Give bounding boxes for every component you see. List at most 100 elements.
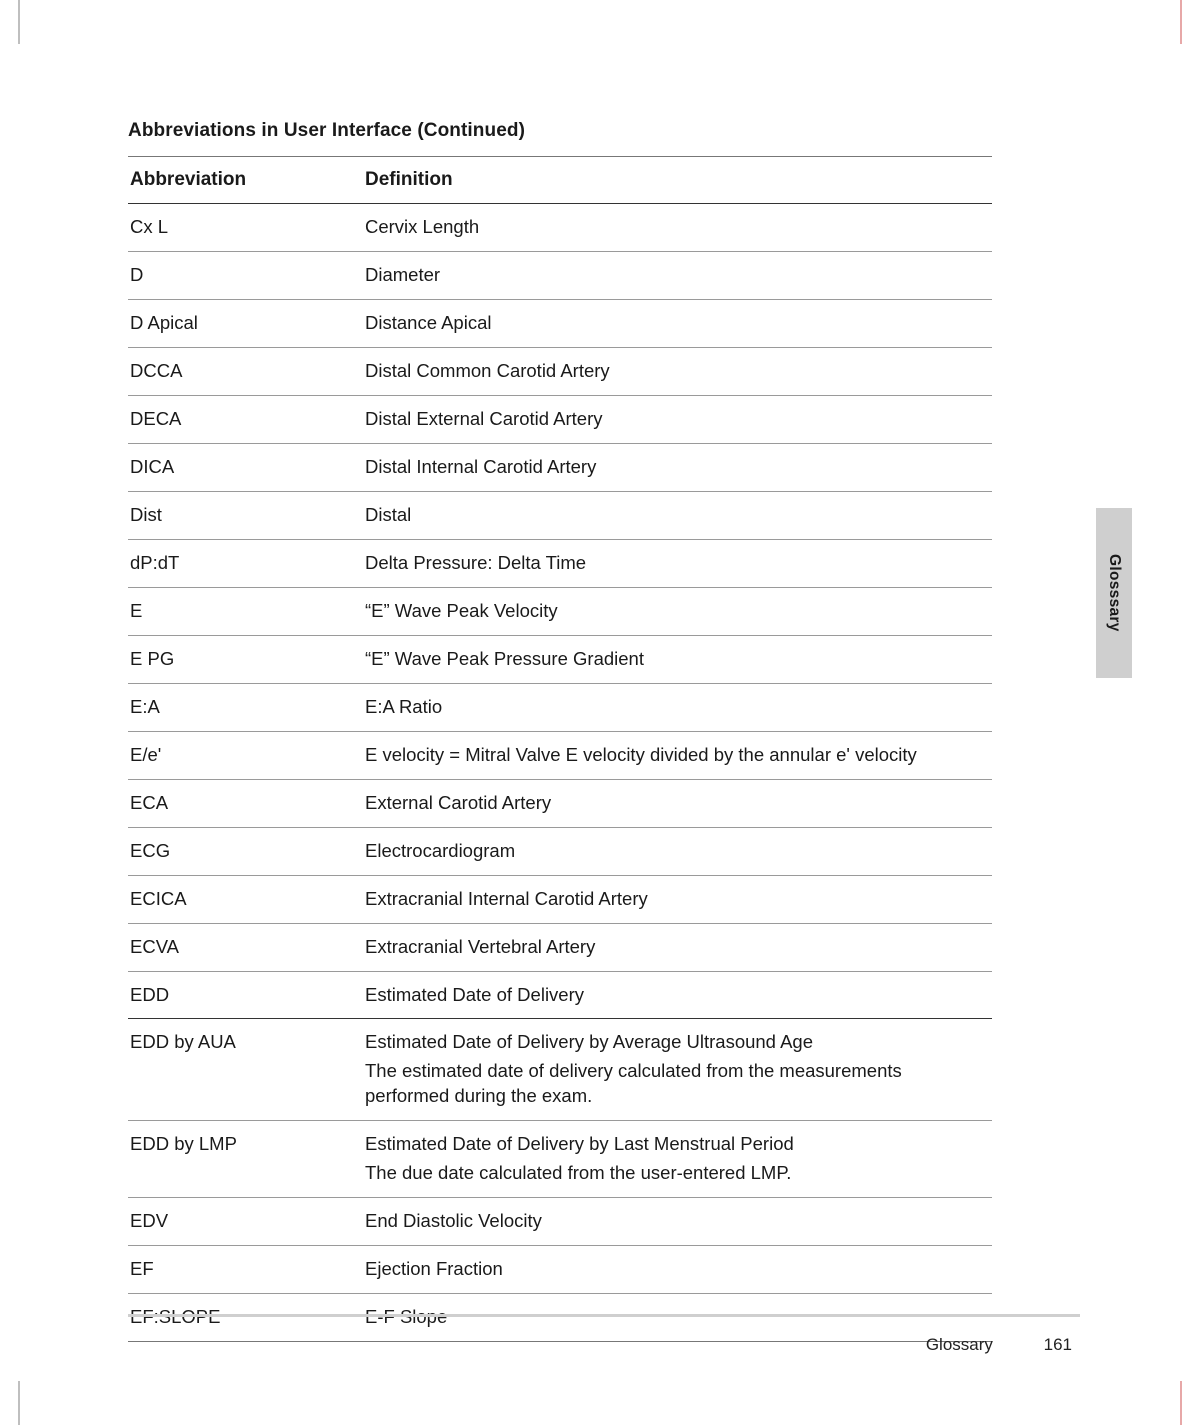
footer-section: Glossary	[926, 1335, 993, 1354]
cell-abbreviation: DICA	[128, 443, 363, 491]
cell-abbreviation: EF:SLOPE	[128, 1294, 363, 1342]
table-row: DECADistal External Carotid Artery	[128, 395, 992, 443]
table-row: EDD by LMPEstimated Date of Delivery by …	[128, 1121, 992, 1198]
definition-text: Ejection Fraction	[365, 1258, 503, 1279]
cell-abbreviation: DCCA	[128, 347, 363, 395]
cell-abbreviation: E/e'	[128, 731, 363, 779]
abbreviations-table: Abbreviation Definition Cx LCervix Lengt…	[128, 156, 992, 1342]
table-row: E:AE:A Ratio	[128, 683, 992, 731]
table-row: E PG“E” Wave Peak Pressure Gradient	[128, 635, 992, 683]
definition-text: Estimated Date of Delivery by Last Menst…	[365, 1133, 794, 1154]
definition-text: External Carotid Artery	[365, 792, 551, 813]
cell-abbreviation: E	[128, 587, 363, 635]
definition-subtext: The estimated date of delivery calculate…	[365, 1059, 986, 1109]
definition-subtext: The due date calculated from the user-en…	[365, 1161, 986, 1186]
side-tab: Glosssary	[1096, 508, 1132, 678]
content-area: Abbreviations in User Interface (Continu…	[128, 120, 992, 1342]
cell-definition: Estimated Date of Delivery by Last Menst…	[363, 1121, 992, 1198]
definition-text: Distal External Carotid Artery	[365, 408, 603, 429]
table-row: EDDEstimated Date of Delivery	[128, 971, 992, 1019]
cell-definition: E-F Slope	[363, 1294, 992, 1342]
definition-text: Distal Common Carotid Artery	[365, 360, 610, 381]
definition-text: Delta Pressure: Delta Time	[365, 552, 586, 573]
cell-definition: Estimated Date of Delivery	[363, 971, 992, 1019]
cell-abbreviation: ECA	[128, 779, 363, 827]
crop-mark	[18, 0, 20, 44]
cell-definition: Estimated Date of Delivery by Average Ul…	[363, 1019, 992, 1121]
definition-text: E velocity = Mitral Valve E velocity div…	[365, 744, 917, 765]
cell-definition: Electrocardiogram	[363, 827, 992, 875]
cell-definition: Distal External Carotid Artery	[363, 395, 992, 443]
table-row: EFEjection Fraction	[128, 1246, 992, 1294]
definition-text: Estimated Date of Delivery	[365, 984, 584, 1005]
side-tab-label: Glosssary	[1105, 554, 1123, 632]
table-row: ECAExternal Carotid Artery	[128, 779, 992, 827]
cell-abbreviation: EF	[128, 1246, 363, 1294]
page-footer: Glossary 161	[926, 1335, 1072, 1355]
definition-text: Extracranial Vertebral Artery	[365, 936, 595, 957]
table-row: dP:dTDelta Pressure: Delta Time	[128, 539, 992, 587]
table-row: EF:SLOPEE-F Slope	[128, 1294, 992, 1342]
definition-text: E:A Ratio	[365, 696, 442, 717]
cell-abbreviation: Cx L	[128, 204, 363, 252]
definition-text: Cervix Length	[365, 216, 479, 237]
cell-abbreviation: ECG	[128, 827, 363, 875]
cell-definition: Distal Common Carotid Artery	[363, 347, 992, 395]
definition-text: “E” Wave Peak Pressure Gradient	[365, 648, 644, 669]
cell-definition: “E” Wave Peak Pressure Gradient	[363, 635, 992, 683]
table-row: DistDistal	[128, 491, 992, 539]
cell-definition: Extracranial Vertebral Artery	[363, 923, 992, 971]
cell-abbreviation: ECICA	[128, 875, 363, 923]
definition-text: End Diastolic Velocity	[365, 1210, 542, 1231]
definition-text: “E” Wave Peak Velocity	[365, 600, 558, 621]
definition-text: Diameter	[365, 264, 440, 285]
table-row: E“E” Wave Peak Velocity	[128, 587, 992, 635]
cell-definition: External Carotid Artery	[363, 779, 992, 827]
table-row: ECGElectrocardiogram	[128, 827, 992, 875]
table-row: Cx LCervix Length	[128, 204, 992, 252]
definition-text: Estimated Date of Delivery by Average Ul…	[365, 1031, 813, 1052]
cell-definition: E:A Ratio	[363, 683, 992, 731]
cell-abbreviation: E:A	[128, 683, 363, 731]
cell-abbreviation: EDD by LMP	[128, 1121, 363, 1198]
table-row: D ApicalDistance Apical	[128, 299, 992, 347]
crop-mark	[1180, 1381, 1182, 1425]
cell-abbreviation: DECA	[128, 395, 363, 443]
cell-abbreviation: EDD	[128, 971, 363, 1019]
cell-definition: Cervix Length	[363, 204, 992, 252]
table-row: EDVEnd Diastolic Velocity	[128, 1198, 992, 1246]
cell-abbreviation: Dist	[128, 491, 363, 539]
definition-text: Distance Apical	[365, 312, 491, 333]
cell-abbreviation: ECVA	[128, 923, 363, 971]
table-row: DICADistal Internal Carotid Artery	[128, 443, 992, 491]
cell-definition: End Diastolic Velocity	[363, 1198, 992, 1246]
page: Abbreviations in User Interface (Continu…	[0, 0, 1200, 1425]
cell-definition: “E” Wave Peak Velocity	[363, 587, 992, 635]
table-row: DCCADistal Common Carotid Artery	[128, 347, 992, 395]
definition-text: Extracranial Internal Carotid Artery	[365, 888, 648, 909]
crop-mark	[1180, 0, 1182, 44]
crop-mark	[18, 1381, 20, 1425]
table-row: ECICAExtracranial Internal Carotid Arter…	[128, 875, 992, 923]
cell-abbreviation: E PG	[128, 635, 363, 683]
col-header-definition: Definition	[363, 157, 992, 204]
cell-definition: E velocity = Mitral Valve E velocity div…	[363, 731, 992, 779]
definition-text: Distal Internal Carotid Artery	[365, 456, 596, 477]
cell-abbreviation: EDD by AUA	[128, 1019, 363, 1121]
cell-abbreviation: dP:dT	[128, 539, 363, 587]
definition-text: Distal	[365, 504, 411, 525]
col-header-abbreviation: Abbreviation	[128, 157, 363, 204]
cell-definition: Delta Pressure: Delta Time	[363, 539, 992, 587]
table-row: DDiameter	[128, 251, 992, 299]
cell-definition: Distal	[363, 491, 992, 539]
table-header-row: Abbreviation Definition	[128, 157, 992, 204]
table-row: E/e'E velocity = Mitral Valve E velocity…	[128, 731, 992, 779]
cell-definition: Ejection Fraction	[363, 1246, 992, 1294]
cell-abbreviation: EDV	[128, 1198, 363, 1246]
footer-page-number: 161	[1044, 1335, 1072, 1355]
cell-definition: Distal Internal Carotid Artery	[363, 443, 992, 491]
cell-definition: Diameter	[363, 251, 992, 299]
cell-abbreviation: D	[128, 251, 363, 299]
table-caption: Abbreviations in User Interface (Continu…	[128, 120, 992, 142]
cell-definition: Distance Apical	[363, 299, 992, 347]
